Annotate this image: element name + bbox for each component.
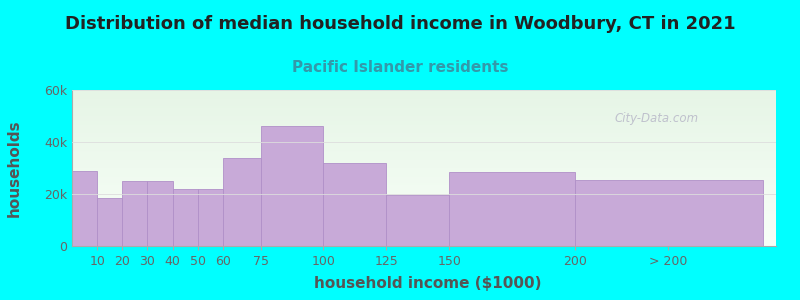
Bar bbox=[198, 189, 223, 246]
Bar bbox=[575, 180, 763, 246]
Text: household income ($1000): household income ($1000) bbox=[314, 276, 542, 291]
Bar bbox=[122, 181, 147, 246]
Text: City-Data.com: City-Data.com bbox=[614, 112, 698, 124]
Text: Distribution of median household income in Woodbury, CT in 2021: Distribution of median household income … bbox=[65, 15, 735, 33]
Bar bbox=[323, 163, 386, 246]
Bar bbox=[223, 158, 261, 246]
Bar bbox=[97, 198, 122, 246]
Bar bbox=[386, 195, 449, 246]
Text: Pacific Islander residents: Pacific Islander residents bbox=[292, 60, 508, 75]
Text: households: households bbox=[7, 119, 22, 217]
Bar bbox=[173, 189, 198, 246]
Bar bbox=[72, 171, 97, 246]
Bar bbox=[449, 172, 575, 246]
Bar bbox=[147, 181, 173, 246]
Bar bbox=[261, 126, 323, 246]
